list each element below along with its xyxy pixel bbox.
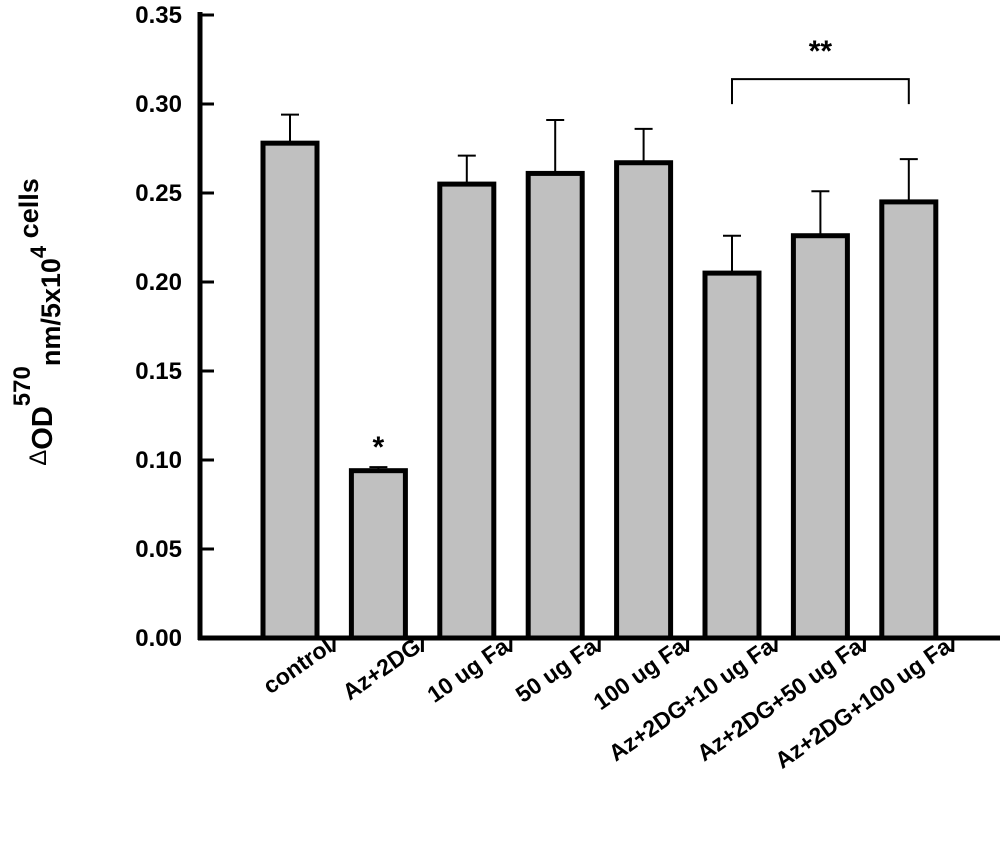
error-bars-layer	[281, 113, 918, 471]
x-tick-label: Az+2DG+10 ug Fa	[604, 633, 779, 767]
y-label-main: OD	[27, 406, 59, 450]
bar	[437, 181, 497, 641]
bar	[525, 170, 585, 641]
y-label-superscript: 570	[9, 366, 36, 406]
bars-layer	[260, 140, 939, 641]
x-tick-label: Az+2DG	[338, 633, 426, 705]
y-tick-label: 0.05	[135, 536, 182, 563]
significance-marker: **	[809, 35, 833, 68]
y-tick-label: 0.10	[135, 447, 182, 474]
bar	[348, 468, 408, 641]
y-label-exponent: 4	[26, 245, 51, 258]
x-tick-label: 10 ug Fa	[422, 633, 514, 708]
bar	[790, 233, 850, 641]
y-axis-label: ΔOD570nm/5x104 cells	[9, 178, 66, 465]
y-tick-label: 0.35	[135, 2, 182, 29]
bar	[260, 140, 320, 641]
y-tick-label: 0.25	[135, 180, 182, 207]
bar	[614, 160, 674, 641]
y-tick-label: 0.30	[135, 91, 182, 118]
y-label-tail: cells	[14, 178, 44, 246]
bar	[879, 199, 939, 641]
significance-marker: *	[373, 431, 385, 464]
significance-bracket	[731, 78, 910, 105]
y-tick-label: 0.15	[135, 358, 182, 385]
x-tick-label: control	[258, 633, 337, 699]
y-label-subscript: nm/5x10	[36, 258, 66, 366]
y-tick-label: 0.00	[135, 625, 182, 652]
y-ticks-layer: 0.00 0.05 0.10 0.15 0.20 0.25 0.30 0.35	[135, 2, 214, 652]
x-tick-label: 50 ug Fa	[511, 633, 603, 708]
y-tick-label: 0.20	[135, 269, 182, 296]
annotations-layer: ***	[373, 35, 910, 464]
bar	[702, 270, 762, 641]
y-label-delta: Δ	[25, 450, 52, 466]
